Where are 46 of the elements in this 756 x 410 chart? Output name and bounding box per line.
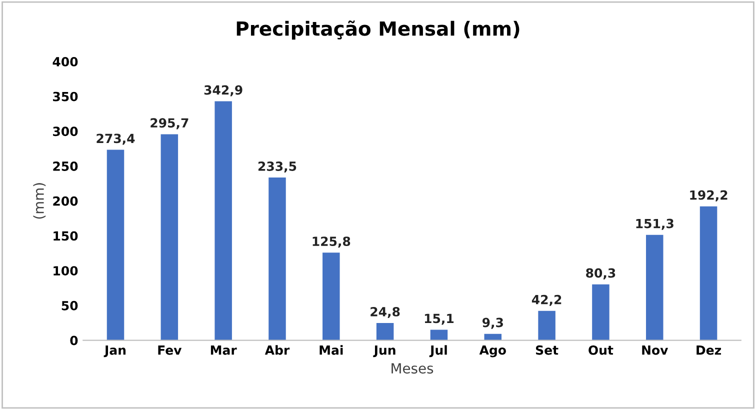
- bar: [214, 101, 232, 340]
- x-tick-label: Fev: [158, 346, 182, 355]
- x-tick-label: Dez: [696, 346, 721, 355]
- y-tick-label: 200: [53, 196, 78, 206]
- x-tick-label: Jan: [104, 346, 126, 358]
- data-label: 15,1: [424, 314, 454, 325]
- data-label: 125,8: [312, 236, 350, 248]
- x-tick-label: Out: [588, 345, 614, 355]
- bar: [268, 178, 286, 340]
- x-tick-label: Abr: [264, 345, 290, 355]
- chart-title: Precipitação Mensal (mm): [236, 20, 520, 40]
- y-tick-label: 250: [53, 162, 78, 171]
- bar: [592, 284, 610, 340]
- bar: [376, 323, 394, 340]
- data-label: 233,5: [258, 162, 296, 173]
- x-tick-label: Ago: [479, 345, 506, 358]
- bar: [700, 206, 718, 340]
- x-tick-label: Nov: [642, 346, 668, 355]
- data-label: 295,7: [150, 118, 188, 130]
- y-tick-label: 350: [53, 92, 78, 102]
- x-tick-label: Set: [536, 345, 558, 355]
- y-tick-label: 0: [70, 336, 78, 346]
- bar: [106, 150, 124, 340]
- data-label: 273,4: [96, 134, 135, 145]
- data-label: 151,3: [636, 218, 674, 230]
- y-tick-label: 100: [54, 266, 78, 276]
- bar: [538, 310, 556, 340]
- x-tick-label: Mar: [210, 346, 237, 355]
- bar: [646, 234, 664, 340]
- y-axis-title: (mm): [33, 183, 46, 219]
- data-label: 80,3: [586, 268, 616, 280]
- y-tick-label: 50: [62, 300, 78, 310]
- data-label: 9,3: [482, 318, 503, 329]
- y-tick-label: 150: [54, 231, 78, 241]
- x-axis-title: Meses: [392, 363, 434, 374]
- bar: [160, 134, 178, 340]
- data-label: 192,2: [690, 190, 728, 202]
- data-label: 42,2: [532, 294, 562, 306]
- x-tick-label: Jul: [429, 345, 447, 358]
- data-label: 342,9: [204, 85, 242, 96]
- x-tick-label: Mai: [320, 345, 343, 355]
- y-tick-label: 400: [52, 56, 78, 66]
- data-label: 24,8: [370, 306, 400, 318]
- bar: [322, 252, 340, 340]
- y-tick-label: 300: [53, 126, 78, 136]
- x-tick-label: Jun: [373, 346, 396, 358]
